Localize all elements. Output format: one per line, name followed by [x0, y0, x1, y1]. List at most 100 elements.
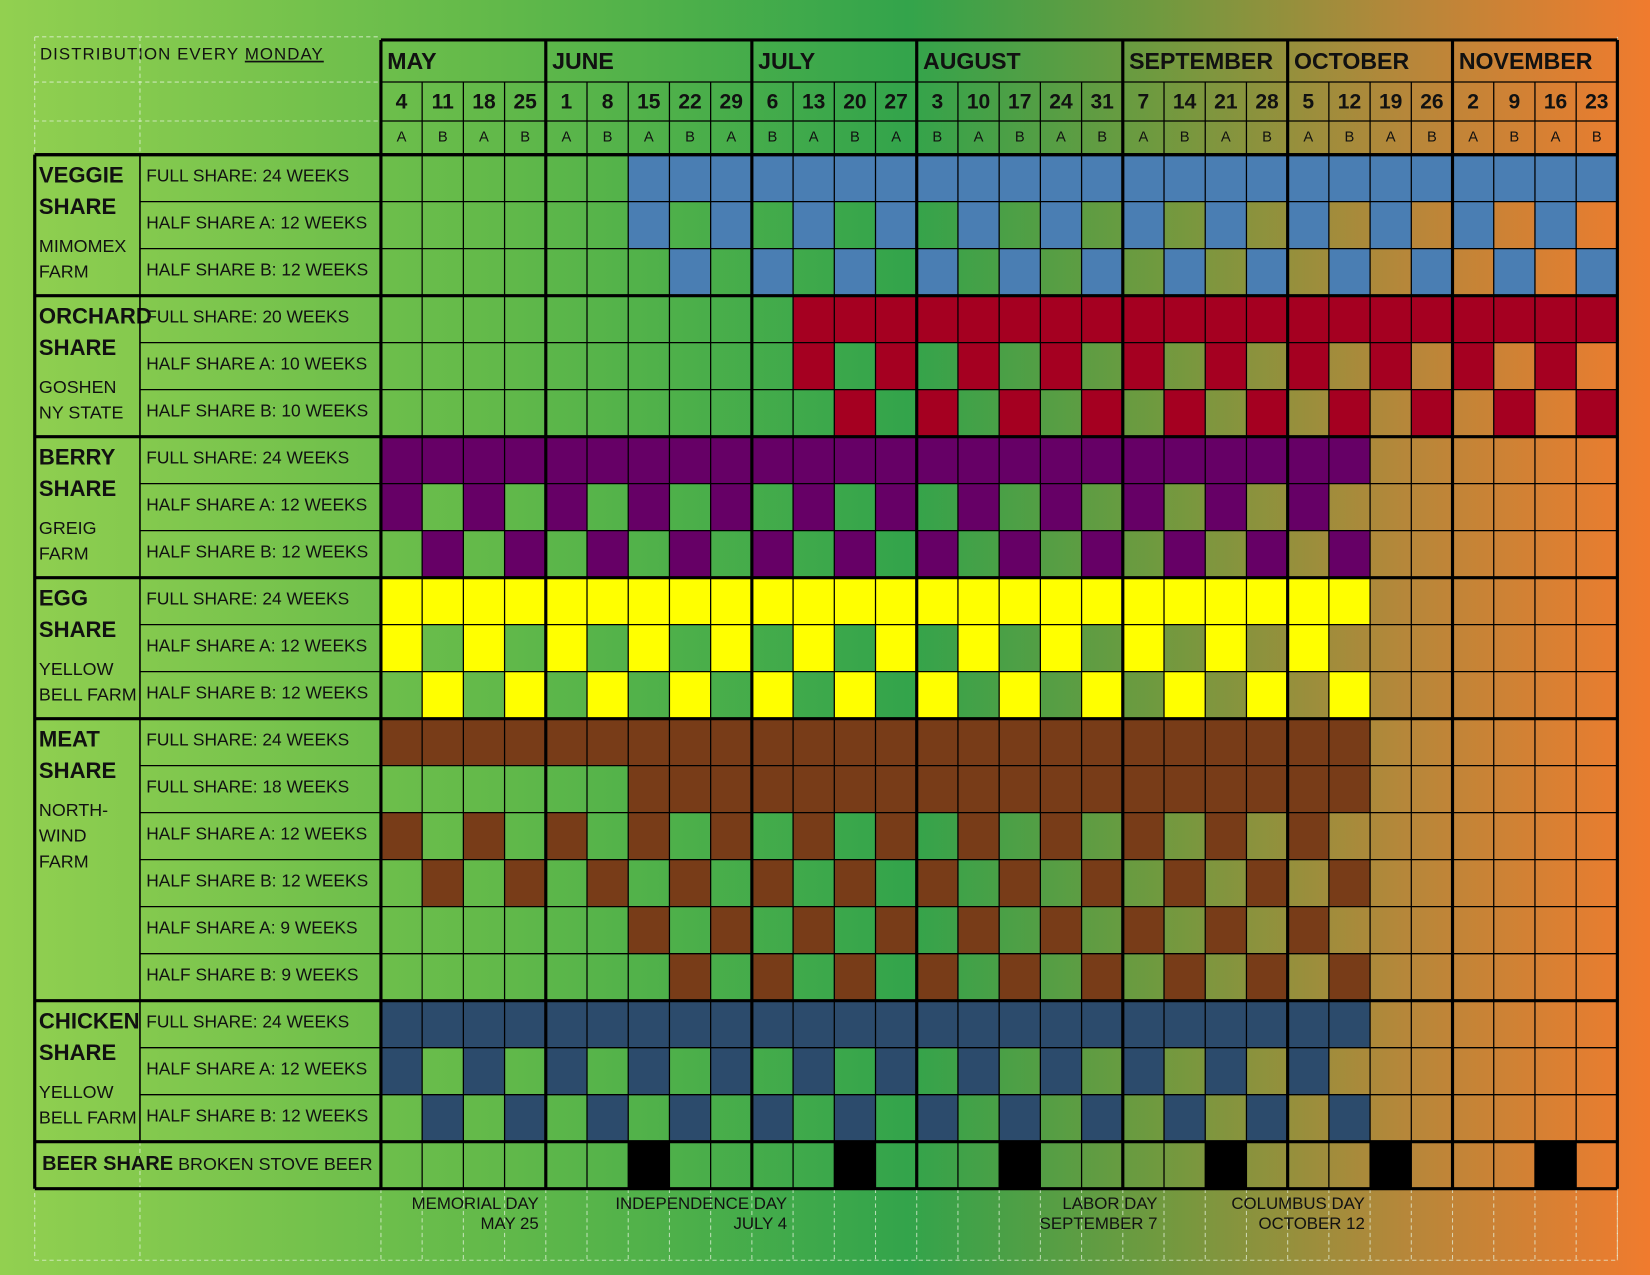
group-farm: FARM	[39, 852, 89, 872]
delivery-cell	[1287, 624, 1329, 672]
week-letter: B	[1180, 130, 1190, 146]
delivery-cell	[1040, 906, 1082, 954]
month-name: NOVEMBER	[1459, 48, 1593, 74]
row-label: HALF SHARE A: 10 WEEKS	[146, 354, 367, 374]
delivery-cell	[422, 1094, 464, 1142]
delivery-cell	[1246, 1000, 1288, 1048]
delivery-cell	[1040, 342, 1082, 390]
row-label: HALF SHARE A: 12 WEEKS	[146, 636, 367, 656]
delivery-cell	[504, 671, 546, 719]
delivery-cell	[793, 483, 835, 531]
delivery-cell	[669, 530, 711, 578]
group-name: BERRY	[39, 445, 116, 470]
delivery-cell	[1164, 577, 1206, 625]
delivery-cell	[793, 295, 835, 343]
delivery-cell	[669, 577, 711, 625]
week-letter: A	[561, 130, 571, 146]
group-farm: YELLOW	[39, 1082, 114, 1102]
delivery-cell	[628, 577, 670, 625]
delivery-cell	[1246, 859, 1288, 907]
row-label: FULL SHARE: 24 WEEKS	[146, 166, 349, 186]
delivery-cell	[793, 1000, 835, 1048]
delivery-cell	[1287, 436, 1329, 484]
delivery-cell	[957, 718, 1000, 766]
delivery-cell	[1040, 295, 1082, 343]
delivery-cell	[1164, 389, 1206, 437]
delivery-cell	[587, 436, 629, 484]
delivery-cell	[1576, 248, 1618, 296]
beer-farm: BROKEN STOVE BEER	[178, 1154, 372, 1174]
delivery-cell	[380, 624, 423, 672]
delivery-cell	[1081, 1094, 1123, 1142]
delivery-cell	[1205, 295, 1247, 343]
delivery-cell	[545, 718, 588, 766]
month-name: AUGUST	[923, 48, 1021, 74]
holiday-name: LABOR DAY	[1062, 1194, 1157, 1213]
holiday-name: INDEPENDENCE DAY	[615, 1194, 787, 1213]
delivery-cell	[1164, 295, 1206, 343]
date: 26	[1420, 91, 1443, 114]
delivery-cell	[1205, 436, 1247, 484]
date: 31	[1090, 91, 1114, 114]
delivery-cell	[1122, 436, 1165, 484]
delivery-cell	[957, 906, 1000, 954]
delivery-cell	[1164, 765, 1206, 813]
delivery-cell	[1081, 718, 1123, 766]
delivery-cell	[1164, 436, 1206, 484]
group-farm: WIND	[39, 826, 87, 846]
week-letter: B	[1097, 130, 1107, 146]
delivery-cell	[1122, 765, 1165, 813]
delivery-cell	[1040, 483, 1082, 531]
delivery-cell	[916, 530, 958, 578]
delivery-cell	[1081, 389, 1123, 437]
week-letter: B	[1262, 130, 1272, 146]
delivery-cell	[1287, 1047, 1329, 1095]
week-letter: A	[644, 130, 654, 146]
delivery-cell	[710, 1047, 752, 1095]
date: 24	[1049, 91, 1073, 114]
delivery-cell	[916, 577, 958, 625]
row-label: FULL SHARE: 24 WEEKS	[146, 448, 349, 468]
group-name: VEGGIE	[39, 163, 124, 188]
delivery-cell	[875, 483, 917, 531]
date: 12	[1338, 91, 1361, 114]
delivery-cell	[1205, 1047, 1247, 1095]
delivery-cell	[1328, 671, 1371, 719]
date: 16	[1544, 91, 1567, 114]
week-letter: B	[520, 130, 530, 146]
delivery-cell	[1370, 201, 1412, 249]
week-letter: A	[397, 130, 407, 146]
delivery-cell	[463, 1047, 505, 1095]
month-name: JUNE	[552, 48, 614, 74]
delivery-cell	[1287, 342, 1329, 390]
week-letter: B	[603, 130, 613, 146]
delivery-cell	[916, 1000, 958, 1048]
delivery-cell	[380, 436, 423, 484]
row-label: HALF SHARE B: 12 WEEKS	[146, 871, 368, 891]
delivery-cell	[710, 154, 752, 202]
delivery-cell	[1081, 154, 1123, 202]
delivery-cell	[628, 1000, 670, 1048]
delivery-cell	[1576, 389, 1618, 437]
delivery-cell	[916, 248, 958, 296]
delivery-cell	[1411, 295, 1453, 343]
grid: FULL SHARE: 24 WEEKS HALF SHARE A: 12 WEE…	[33, 36, 1619, 1261]
group-name: SHARE	[39, 1040, 116, 1065]
row-label: FULL SHARE: 24 WEEKS	[146, 589, 349, 609]
delivery-cell	[1081, 765, 1123, 813]
delivery-cell	[1164, 248, 1206, 296]
delivery-cell	[710, 624, 752, 672]
delivery-cell	[463, 718, 505, 766]
delivery-cell	[751, 1000, 794, 1048]
date: 28	[1255, 91, 1279, 114]
date: 29	[720, 91, 743, 114]
date: 21	[1214, 91, 1238, 114]
delivery-cell	[1328, 530, 1371, 578]
week-letter: B	[685, 130, 695, 146]
group-name: SHARE	[39, 194, 116, 219]
delivery-cell	[1205, 577, 1247, 625]
delivery-cell	[1205, 624, 1247, 672]
date: 13	[802, 91, 825, 114]
row-label: HALF SHARE A: 12 WEEKS	[146, 1059, 367, 1079]
delivery-cell	[1122, 577, 1165, 625]
